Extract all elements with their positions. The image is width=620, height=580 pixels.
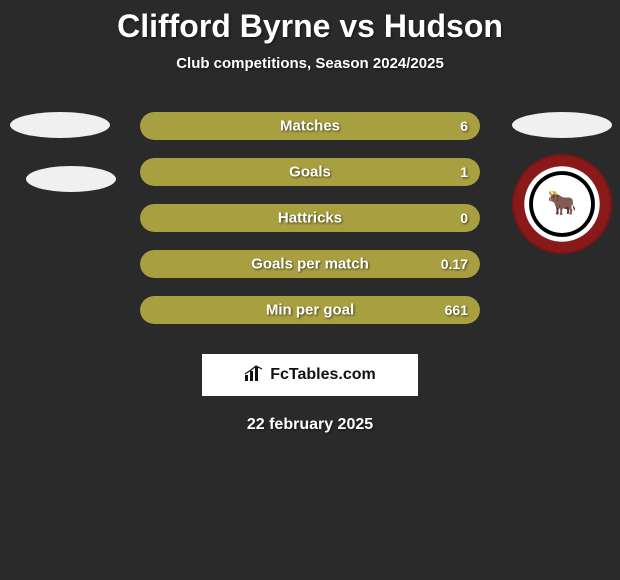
stat-row-matches: Matches 6 [140, 112, 480, 140]
chart-bars-icon [244, 365, 264, 386]
stat-value-right: 0.17 [441, 256, 468, 272]
left-player-avatars [10, 112, 116, 220]
comparison-subtitle: Club competitions, Season 2024/2025 [0, 55, 620, 72]
club-badge: 🐂 [512, 154, 612, 254]
stat-value-right: 1 [460, 164, 468, 180]
stat-label: Min per goal [266, 302, 354, 319]
stats-bars: Matches 6 Goals 1 Hattricks 0 Goals per … [140, 112, 480, 324]
right-player-badges: 🐂 [512, 112, 612, 254]
stat-row-goals: Goals 1 [140, 158, 480, 186]
stat-label: Hattricks [278, 210, 342, 227]
fctables-logo[interactable]: FcTables.com [202, 354, 418, 396]
stat-value-right: 661 [445, 302, 468, 318]
bull-icon: 🐂 [547, 189, 577, 218]
comparison-title: Clifford Byrne vs Hudson [0, 0, 620, 45]
stat-row-goals-per-match: Goals per match 0.17 [140, 250, 480, 278]
player-avatar-placeholder [512, 112, 612, 138]
stat-value-right: 6 [460, 118, 468, 134]
stat-row-hattricks: Hattricks 0 [140, 204, 480, 232]
club-badge-placeholder [26, 166, 116, 192]
stat-row-min-per-goal: Min per goal 661 [140, 296, 480, 324]
stat-label: Goals per match [251, 256, 369, 273]
stat-label: Matches [280, 118, 340, 135]
content-area: 🐂 Matches 6 Goals 1 Hattricks 0 Goals pe… [0, 112, 620, 434]
player-avatar-placeholder [10, 112, 110, 138]
stat-label: Goals [289, 164, 331, 181]
club-badge-inner: 🐂 [533, 175, 591, 233]
comparison-date: 22 february 2025 [0, 416, 620, 434]
logo-text: FcTables.com [270, 366, 376, 384]
stat-value-right: 0 [460, 210, 468, 226]
